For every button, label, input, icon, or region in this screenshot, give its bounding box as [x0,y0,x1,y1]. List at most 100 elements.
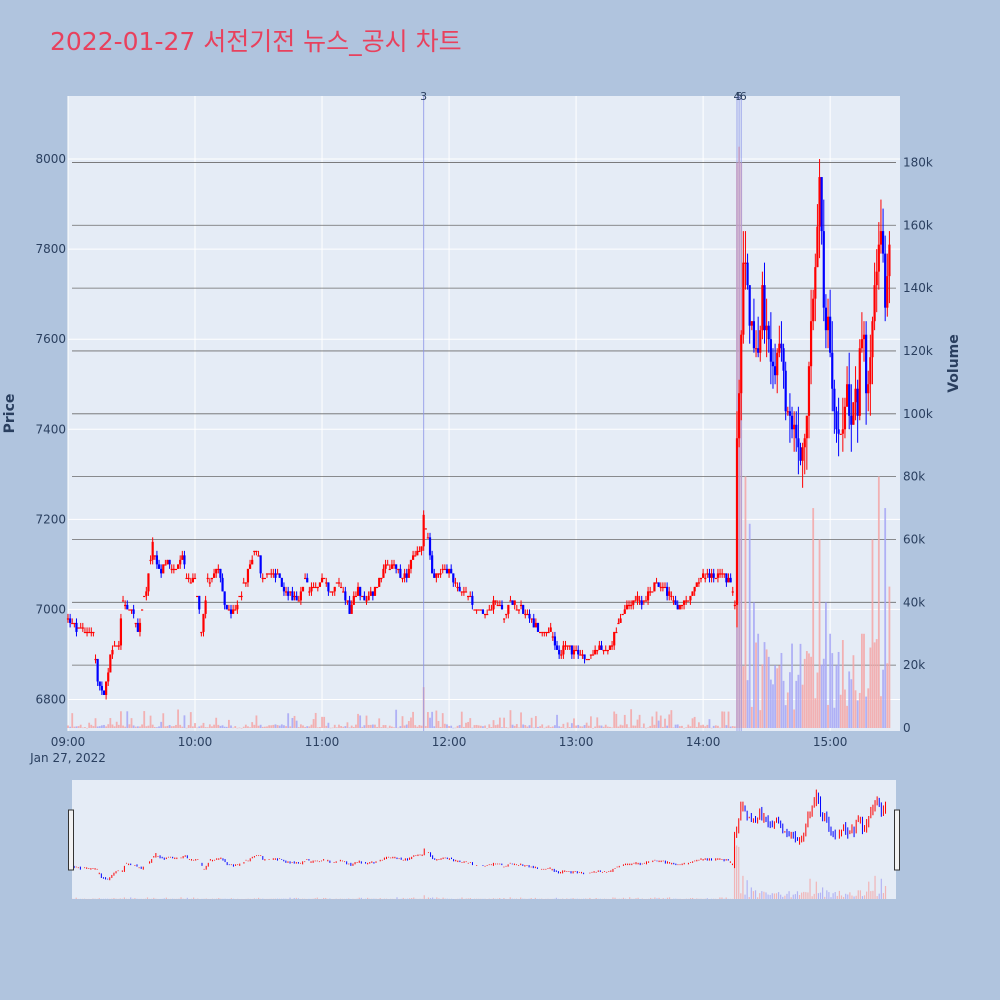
volume-bar [198,726,201,728]
volume-bar [143,711,146,728]
range-slider-right-handle[interactable] [894,809,900,871]
volume-bar [247,726,249,728]
candle-body [691,591,694,596]
candle-body [361,595,364,598]
volume-bar [526,726,529,728]
volume-bar [297,727,300,728]
candle-body [742,262,745,335]
mini-volume-bar [589,897,591,899]
mini-volume-bar [859,890,861,899]
volume-bar [750,706,753,728]
candle-body [464,591,468,593]
volume-bar [642,723,645,728]
mini-volume-bar [492,898,495,899]
candle-body [234,609,237,611]
volume-bar [520,712,522,728]
volume-bar [774,665,776,728]
candle-body [172,568,175,571]
volume-bar [162,713,165,728]
volume-bar [482,726,484,728]
mini-volume-bar [878,893,880,899]
candle-body [845,384,849,407]
date-label: Jan 27, 2022 [29,751,106,765]
volume-bar [462,726,465,728]
candle-body [128,609,131,611]
volume-bar [884,508,887,728]
candle-body [437,573,440,575]
mini-volume-bar [882,893,885,899]
candle-body [568,645,571,647]
candle-body [119,618,123,646]
volume-bar [666,725,669,728]
volume-bar [888,586,891,728]
range-slider-background [72,780,896,899]
candle-body [460,591,463,593]
volume-bar [374,724,376,728]
mini-volume-bar [469,898,471,899]
price-tick-label: 6800 [35,692,66,706]
volume-bar [543,727,546,729]
candle-body [395,564,398,569]
volume-bar [261,726,264,728]
volume-bar [825,602,827,728]
volume-bar [854,690,857,728]
volume-bar [810,656,812,728]
candle-body [380,577,383,580]
candle-body [704,577,707,580]
candle-body [826,316,830,331]
price-axis-title: Price [2,394,18,434]
mini-volume-bar [153,897,155,899]
candle-body [543,631,546,634]
volume-bar [706,724,709,728]
mini-volume-bar [834,891,836,899]
volume-bar [678,726,681,728]
candle-body [507,604,510,614]
volume-bar [215,717,218,728]
candle-body [318,582,322,587]
volume-bar [98,726,101,728]
candle-body [761,285,764,331]
mini-volume-bar [503,898,505,899]
volume-bar [558,726,561,728]
candle-body [519,604,523,607]
mini-volume-bar [612,897,614,899]
candle-body [630,604,633,607]
volume-bar [566,722,569,728]
candle-body [793,424,796,430]
mini-volume-bar [853,896,855,899]
volume-bar [814,698,817,728]
mini-volume-bar [692,897,694,899]
candle-body [359,586,362,596]
volume-bar [822,658,825,728]
volume-bar [325,725,328,728]
volume-bar [765,649,768,728]
candle-body [392,564,396,566]
mini-volume-bar [855,895,857,899]
candle-body [835,411,838,430]
mini-volume-bar [763,891,765,899]
candle-body [251,559,254,565]
volume-bar [691,718,694,728]
range-slider-left-handle[interactable] [68,809,74,871]
volume-bar [539,726,542,728]
volume-bar [196,727,199,729]
volume-bar [623,714,626,728]
volume-bar [255,715,258,728]
mini-volume-bar [775,893,778,899]
volume-bar [744,476,747,728]
candle-body [242,582,245,584]
candle-body [884,253,887,308]
candle-body [284,591,288,593]
candle-body [244,582,247,584]
volume-bar [232,727,235,729]
candle-body [185,577,188,580]
mini-volume-bar [792,894,794,899]
volume-bar [780,652,783,728]
volume-bar [869,647,872,728]
candle-body [77,627,80,629]
candle-body [812,298,815,322]
candle-body [515,609,518,611]
candle-body [467,595,470,598]
candle-body [841,429,844,434]
volume-bar [645,727,647,729]
